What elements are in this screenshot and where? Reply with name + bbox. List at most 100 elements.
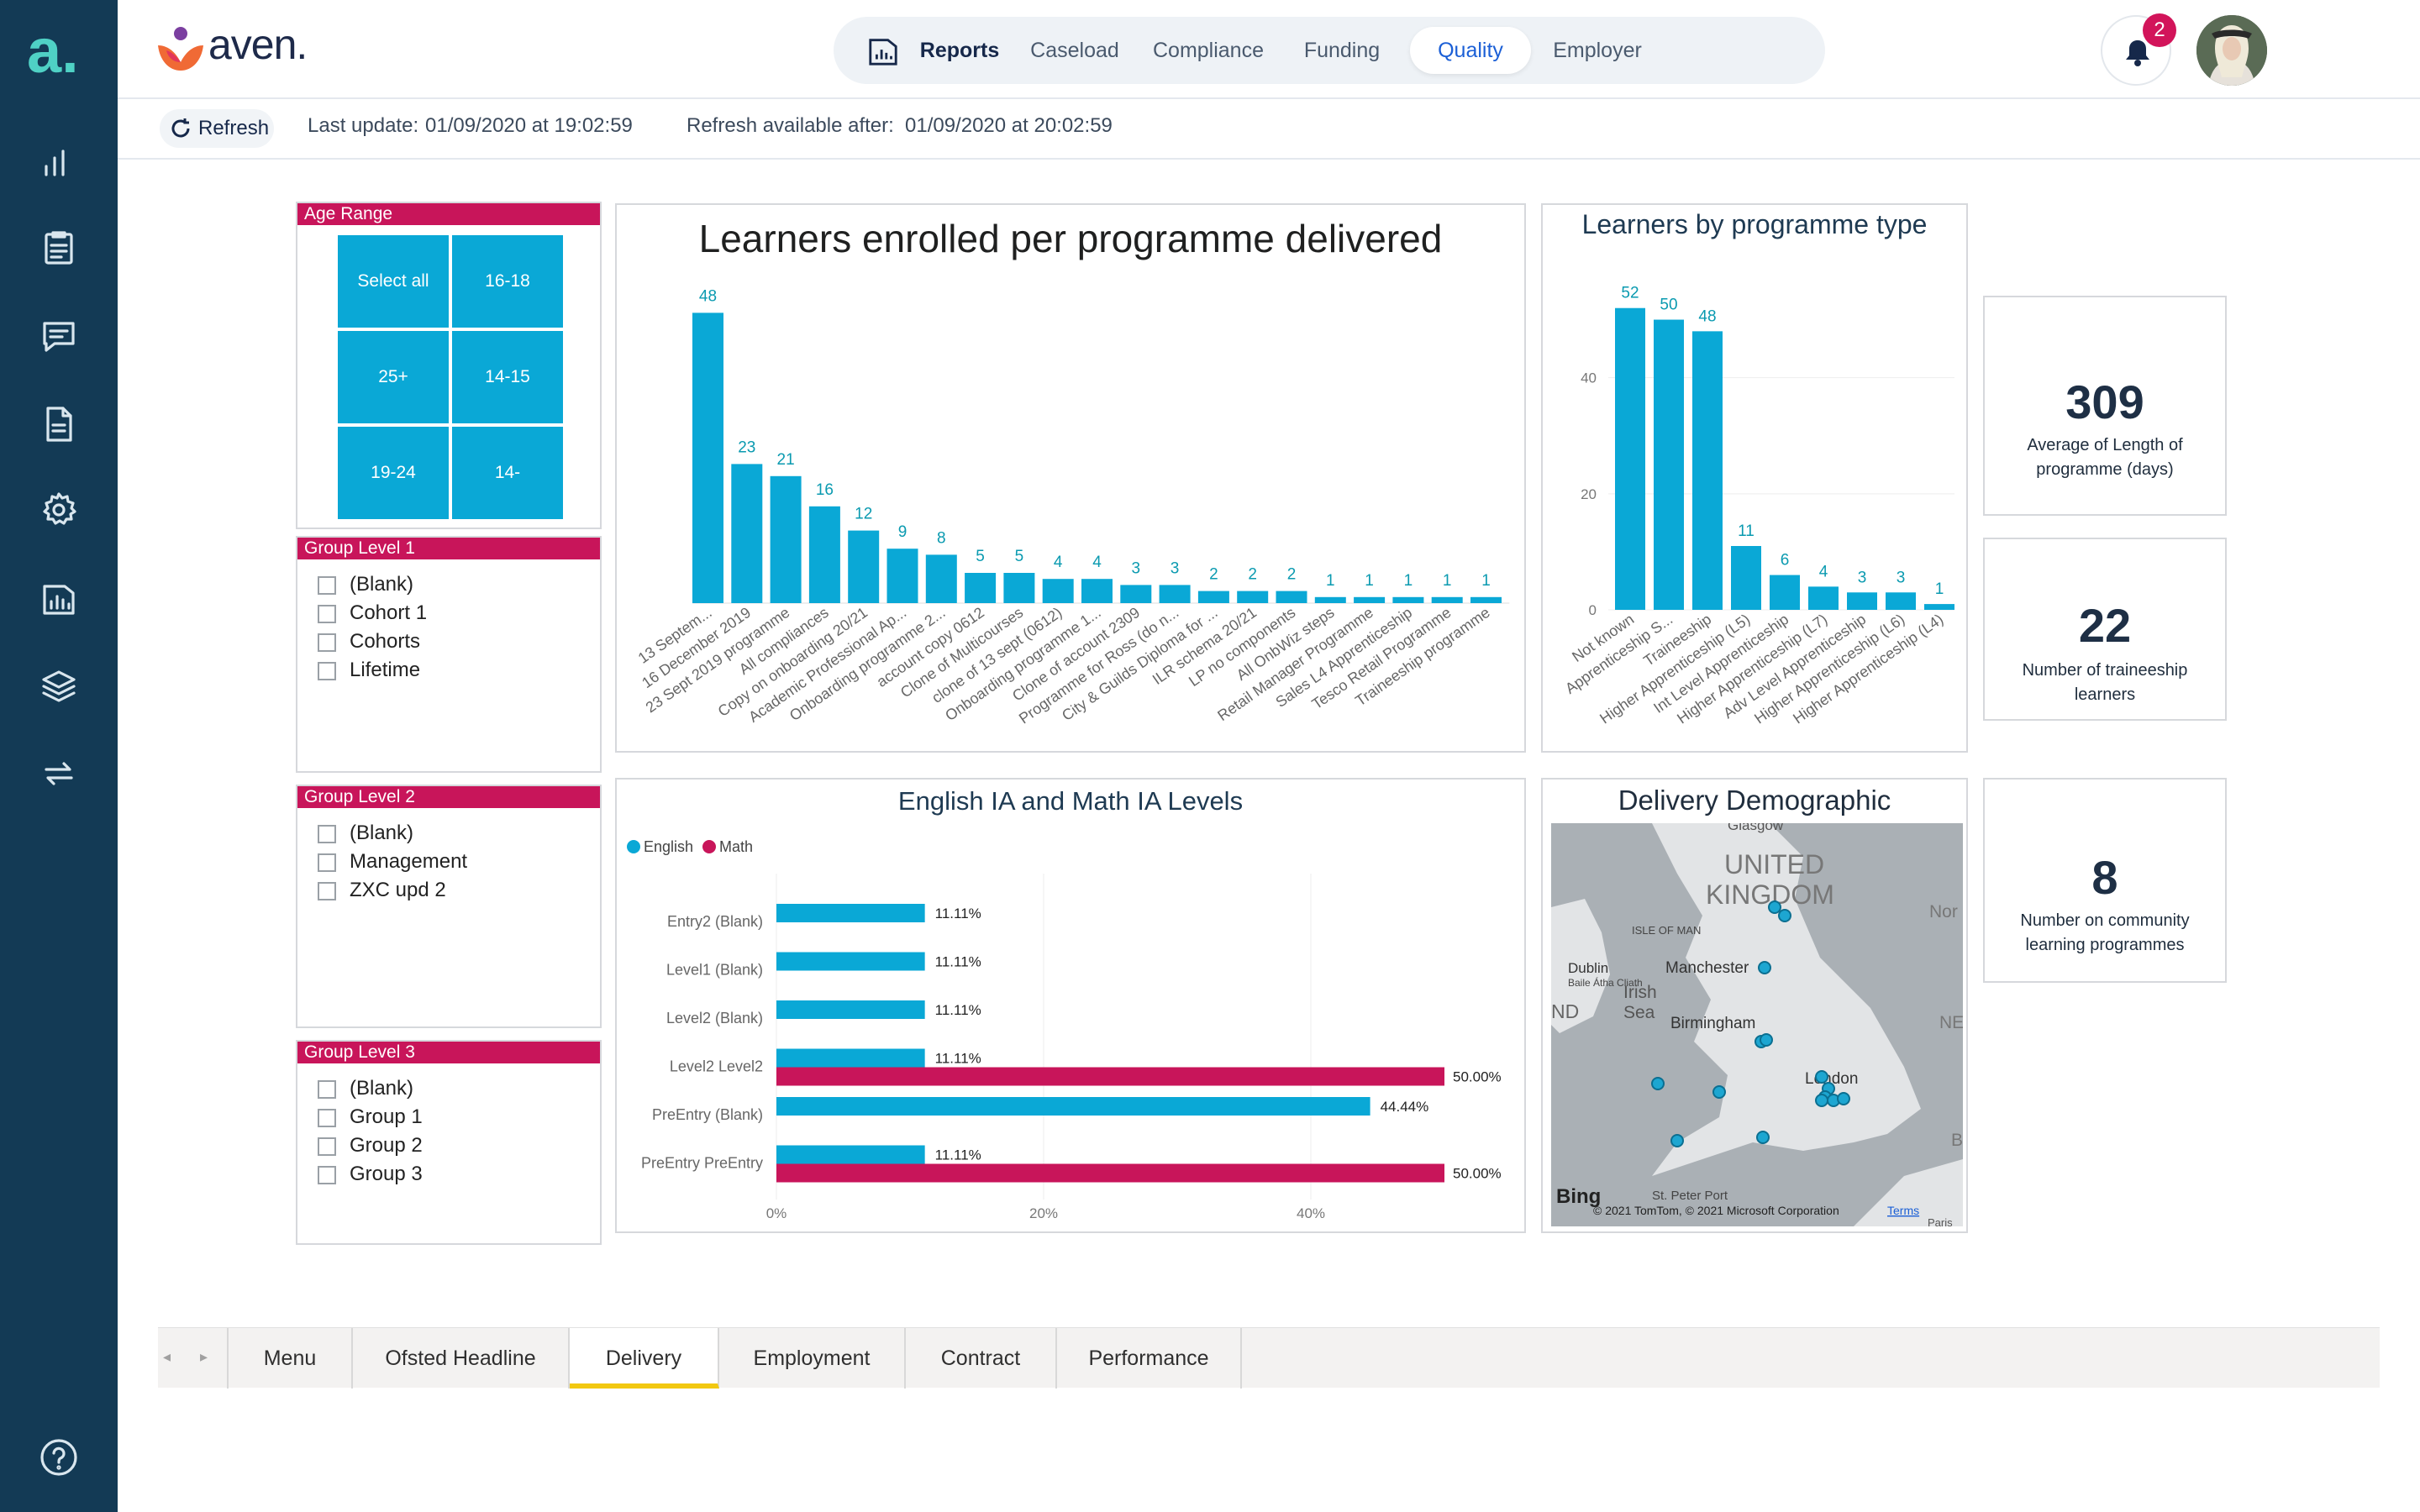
english-bar[interactable]	[776, 904, 925, 922]
messages-icon[interactable]	[38, 315, 80, 357]
chart1-bar[interactable]	[1042, 579, 1074, 603]
age-tile-16-18[interactable]: 16-18	[452, 235, 563, 328]
chart1-bar[interactable]	[1003, 573, 1035, 603]
tab-menu[interactable]: Menu	[229, 1328, 353, 1389]
chart1-bar[interactable]	[692, 312, 723, 603]
chart2-bar[interactable]	[1615, 307, 1645, 610]
map-canvas[interactable]: Glasgow UNITED KINGDOM ISLE OF MAN Manch…	[1551, 823, 1963, 1226]
nav-reports[interactable]: Reports	[859, 27, 1010, 74]
chart2-bar[interactable]	[1847, 592, 1877, 610]
group2-option[interactable]: Management	[318, 850, 467, 874]
chart1-bar[interactable]	[1354, 596, 1386, 603]
age-tile-19-24[interactable]: 19-24	[338, 427, 449, 519]
group1-option[interactable]: Cohort 1	[318, 601, 427, 625]
settings-gear-icon[interactable]	[38, 489, 80, 531]
chart1-bar[interactable]	[1197, 591, 1229, 603]
chart1-bar[interactable]	[1314, 596, 1346, 603]
map-point[interactable]	[1815, 1070, 1828, 1084]
reports-icon[interactable]	[38, 578, 80, 620]
map-point[interactable]	[1778, 909, 1791, 922]
clipboard-icon[interactable]	[38, 227, 80, 269]
chart1-bar[interactable]	[1081, 579, 1113, 603]
map-point[interactable]	[1758, 961, 1771, 974]
chart1-bar[interactable]	[848, 530, 880, 603]
refresh-button[interactable]: Refresh	[160, 109, 274, 148]
aven-logo-icon[interactable]: a.	[25, 20, 92, 87]
group3-option[interactable]: (Blank)	[318, 1077, 413, 1100]
nav-compliance[interactable]: Compliance	[1152, 39, 1264, 62]
map-point[interactable]	[1760, 1033, 1773, 1047]
map-point[interactable]	[1768, 900, 1781, 914]
chart2-bar[interactable]	[1770, 575, 1800, 610]
chart1-bar[interactable]	[1120, 585, 1152, 603]
nav-quality[interactable]: Quality	[1410, 27, 1531, 74]
kpi-traineeship-label: Number of traineeship learners	[2022, 661, 2188, 704]
map-point[interactable]	[1756, 1131, 1770, 1144]
chart1-bar[interactable]	[1276, 591, 1307, 603]
document-icon[interactable]	[38, 403, 80, 445]
group2-option[interactable]: (Blank)	[318, 822, 413, 845]
group1-option[interactable]: Lifetime	[318, 659, 420, 682]
tab-scroll-right-icon[interactable]: ▸	[200, 1348, 208, 1365]
aven-brand-logo-icon[interactable]	[155, 24, 207, 76]
tab-ofsted-headline[interactable]: Ofsted Headline	[353, 1328, 570, 1389]
map-point[interactable]	[1651, 1077, 1665, 1090]
group3-option[interactable]: Group 1	[318, 1105, 423, 1129]
chart2-bar[interactable]	[1886, 592, 1916, 610]
chart2-bar[interactable]	[1654, 319, 1684, 610]
tab-scroll-left-icon[interactable]: ◂	[163, 1348, 171, 1365]
tab-contract[interactable]: Contract	[906, 1328, 1057, 1389]
age-tile-14-15[interactable]: 14-15	[452, 331, 563, 423]
bell-icon	[2126, 40, 2149, 66]
chart1-bar[interactable]	[770, 475, 802, 603]
tab-delivery[interactable]: Delivery	[570, 1328, 719, 1389]
chart1-bar[interactable]	[731, 464, 763, 603]
sync-icon[interactable]	[38, 753, 80, 795]
english-bar[interactable]	[776, 952, 925, 971]
chart1-bar[interactable]	[1431, 596, 1463, 603]
chart1-bar[interactable]	[808, 506, 840, 603]
chart2-bar[interactable]	[1731, 546, 1761, 610]
analytics-icon[interactable]	[38, 141, 80, 183]
english-bar[interactable]	[776, 1097, 1370, 1116]
help-icon[interactable]	[38, 1436, 80, 1478]
tab-performance[interactable]: Performance	[1057, 1328, 1242, 1389]
group1-option[interactable]: Cohorts	[318, 630, 420, 654]
notifications-button[interactable]	[2101, 15, 2171, 86]
chart1-bar[interactable]	[1237, 591, 1269, 603]
age-range-title: Age Range	[297, 203, 600, 225]
age-tile-14-minus[interactable]: 14-	[452, 427, 563, 519]
chart1-bar[interactable]	[965, 573, 997, 603]
english-bar[interactable]	[776, 1145, 925, 1164]
user-avatar[interactable]	[2196, 15, 2267, 86]
english-bar[interactable]	[776, 1000, 925, 1019]
map-point[interactable]	[1712, 1085, 1726, 1099]
map-terms-link[interactable]: Terms	[1887, 1204, 1919, 1217]
chart1-bar[interactable]	[1392, 596, 1424, 603]
group1-option[interactable]: (Blank)	[318, 573, 413, 596]
group3-option[interactable]: Group 2	[318, 1134, 423, 1158]
group2-option[interactable]: ZXC upd 2	[318, 879, 446, 902]
math-bar[interactable]	[776, 1067, 1444, 1086]
map-point[interactable]	[1670, 1134, 1684, 1147]
chart2-bar[interactable]	[1808, 586, 1839, 610]
layers-icon[interactable]	[38, 665, 80, 707]
chart2-bar[interactable]	[1924, 604, 1954, 610]
chart2-bar[interactable]	[1692, 331, 1723, 610]
chart1-bar[interactable]	[886, 549, 918, 603]
english-bar[interactable]	[776, 1048, 925, 1068]
nav-caseload[interactable]: Caseload	[1030, 39, 1119, 62]
group3-option[interactable]: Group 3	[318, 1163, 423, 1186]
chart1-bar[interactable]	[925, 554, 957, 603]
nav-funding[interactable]: Funding	[1303, 39, 1381, 62]
chart1-bar[interactable]	[1159, 585, 1191, 603]
age-tile-25-plus[interactable]: 25+	[338, 331, 449, 423]
chart1-bar[interactable]	[1470, 596, 1502, 603]
map-point[interactable]	[1815, 1094, 1828, 1107]
math-bar[interactable]	[776, 1163, 1444, 1183]
nav-employer[interactable]: Employer	[1553, 39, 1642, 62]
tab-employment[interactable]: Employment	[719, 1328, 906, 1389]
kpi-traineeship-value: 22	[2078, 599, 2132, 652]
age-tile-select-all[interactable]: Select all	[338, 235, 449, 328]
map-point[interactable]	[1837, 1092, 1850, 1105]
